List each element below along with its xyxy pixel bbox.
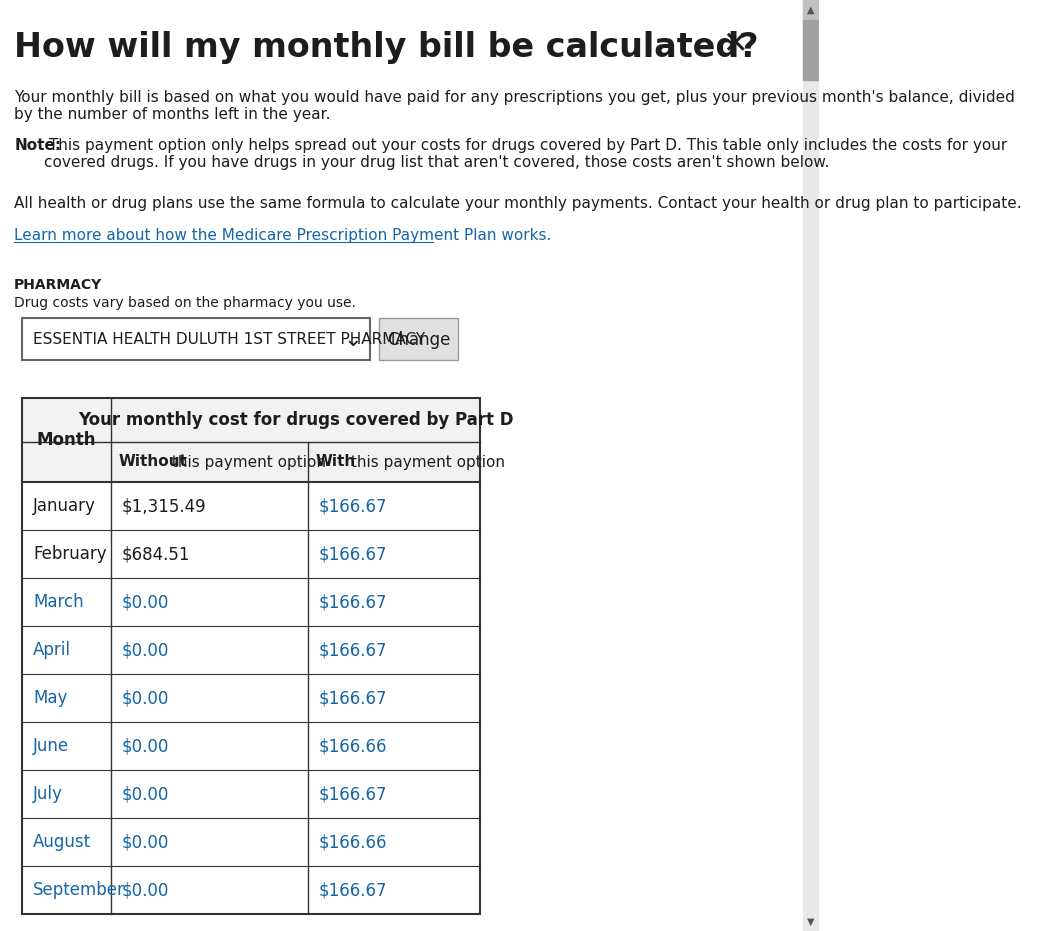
- Text: ▼: ▼: [808, 917, 815, 927]
- Bar: [111, 442, 308, 482]
- Text: ⌄: ⌄: [343, 330, 362, 350]
- Bar: [804, 20, 819, 80]
- Text: $684.51: $684.51: [121, 545, 190, 563]
- Text: July: July: [33, 785, 63, 803]
- Text: February: February: [33, 545, 107, 563]
- Text: How will my monthly bill be calculated?: How will my monthly bill be calculated?: [15, 32, 759, 64]
- Text: $0.00: $0.00: [121, 785, 169, 803]
- Text: March: March: [33, 593, 84, 611]
- Text: $166.67: $166.67: [319, 641, 388, 659]
- Text: With: With: [316, 454, 356, 469]
- Text: $1,315.49: $1,315.49: [121, 497, 206, 515]
- Text: $0.00: $0.00: [121, 593, 169, 611]
- Text: September: September: [33, 881, 125, 899]
- Text: June: June: [33, 737, 69, 755]
- Text: Month: Month: [36, 431, 96, 449]
- Bar: [804, 0, 819, 20]
- Text: Drug costs vary based on the pharmacy you use.: Drug costs vary based on the pharmacy yo…: [15, 296, 356, 310]
- Text: $166.67: $166.67: [319, 689, 388, 707]
- Text: Your monthly cost for drugs covered by Part D: Your monthly cost for drugs covered by P…: [78, 411, 513, 429]
- Text: PHARMACY: PHARMACY: [15, 278, 103, 292]
- Bar: [111, 398, 480, 442]
- Text: January: January: [33, 497, 96, 515]
- Text: $166.66: $166.66: [319, 833, 388, 851]
- Text: August: August: [33, 833, 91, 851]
- Text: Without: Without: [118, 454, 188, 469]
- Text: $0.00: $0.00: [121, 833, 169, 851]
- Text: $166.67: $166.67: [319, 593, 388, 611]
- Bar: [308, 442, 480, 482]
- Text: ✕: ✕: [722, 31, 748, 60]
- Text: $166.66: $166.66: [319, 737, 388, 755]
- Text: All health or drug plans use the same formula to calculate your monthly payments: All health or drug plans use the same fo…: [15, 196, 1021, 211]
- Text: ESSENTIA HEALTH DULUTH 1ST STREET PHARMACY: ESSENTIA HEALTH DULUTH 1ST STREET PHARMA…: [33, 332, 425, 347]
- Bar: [804, 0, 819, 931]
- Text: $0.00: $0.00: [121, 737, 169, 755]
- Text: $0.00: $0.00: [121, 641, 169, 659]
- Text: $166.67: $166.67: [319, 497, 388, 515]
- Text: $166.67: $166.67: [319, 881, 388, 899]
- Text: $0.00: $0.00: [121, 689, 169, 707]
- Bar: [22, 398, 480, 914]
- Text: this payment option: this payment option: [346, 454, 505, 469]
- Text: $166.67: $166.67: [319, 785, 388, 803]
- Bar: [22, 442, 111, 482]
- Bar: [22, 318, 369, 360]
- Bar: [22, 398, 111, 442]
- Text: ▲: ▲: [808, 5, 815, 15]
- Text: Note:: Note:: [15, 138, 61, 153]
- Text: This payment option only helps spread out your costs for drugs covered by Part D: This payment option only helps spread ou…: [45, 138, 1008, 170]
- Text: May: May: [33, 689, 67, 707]
- Text: this payment option: this payment option: [167, 454, 327, 469]
- Text: Learn more about how the Medicare Prescription Payment Plan works.: Learn more about how the Medicare Prescr…: [15, 228, 552, 243]
- Text: Change: Change: [387, 331, 450, 349]
- Bar: [380, 318, 458, 360]
- Text: Your monthly bill is based on what you would have paid for any prescriptions you: Your monthly bill is based on what you w…: [15, 90, 1015, 122]
- Text: $166.67: $166.67: [319, 545, 388, 563]
- Text: $0.00: $0.00: [121, 881, 169, 899]
- Text: April: April: [33, 641, 72, 659]
